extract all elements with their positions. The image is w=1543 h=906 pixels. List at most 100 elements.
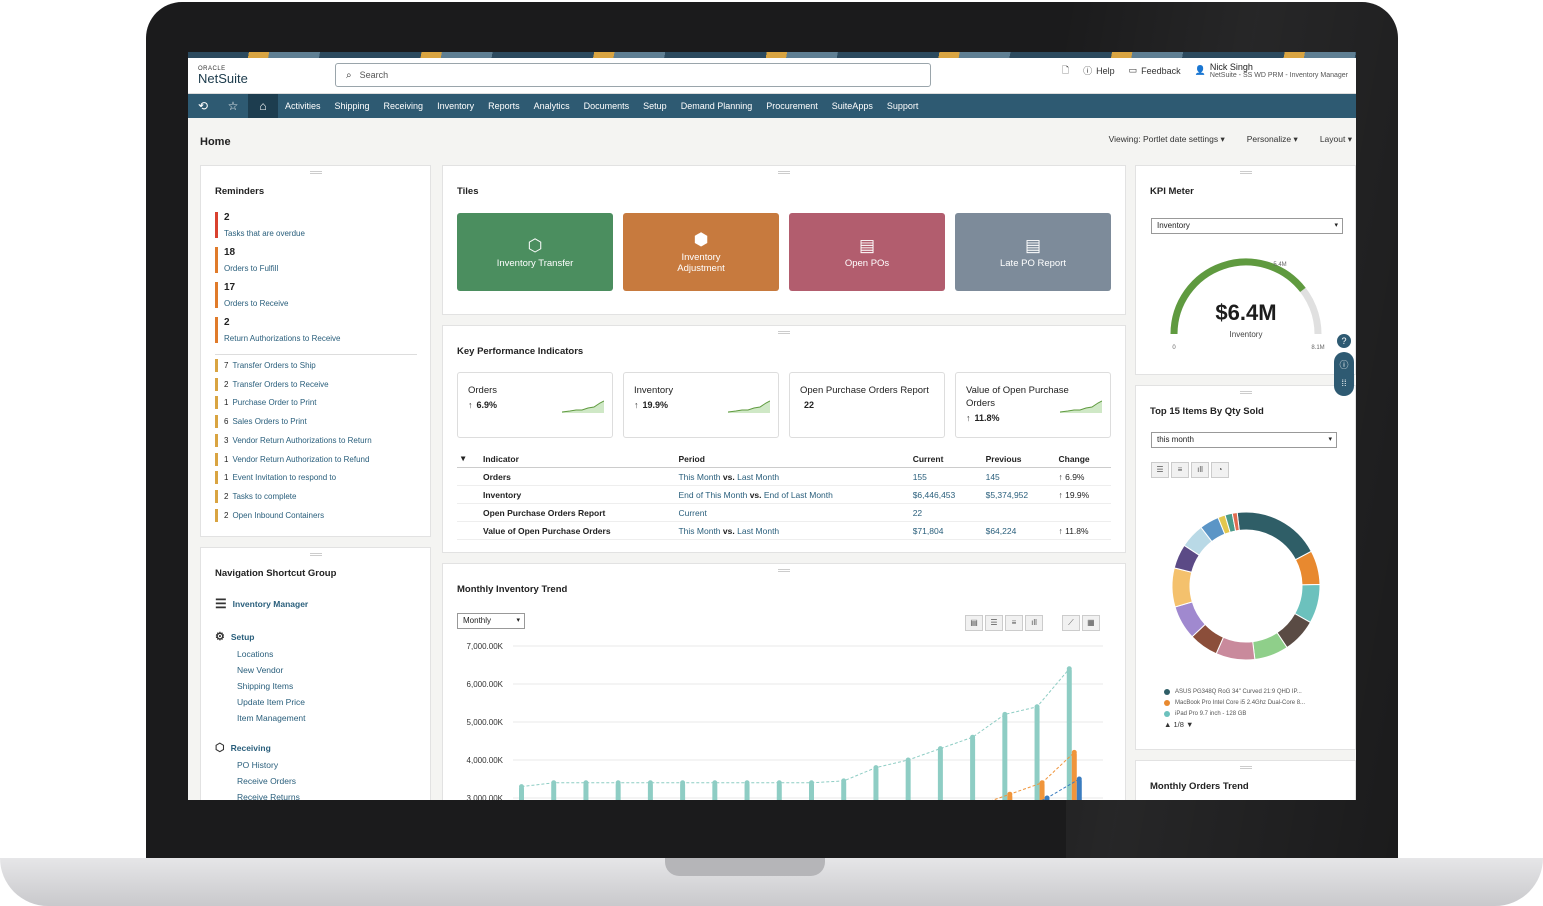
kpi-card[interactable]: Open Purchase Orders Report 22 [789,372,945,438]
nav-setup[interactable]: Setup [643,101,667,111]
reminder-item[interactable]: 18 Orders to Fulfill [215,247,415,273]
kpi-period[interactable]: Current [674,503,909,522]
help-bubble-icon[interactable]: ? [1337,334,1351,348]
kpi-current[interactable]: 155 [908,467,982,486]
reminder-item[interactable]: 2 Open Inbound Containers [215,508,415,522]
home-icon[interactable]: ⌂ [248,94,278,118]
nav-shortcut-link[interactable]: Shipping Items [237,681,294,691]
drag-handle-icon[interactable] [778,569,790,572]
chart-point[interactable] [1066,666,1072,672]
drag-handle-icon[interactable] [778,331,790,334]
legend-item[interactable]: iPad Pro 9.7 inch - 128 GB [1164,708,1344,718]
nav-suiteapps[interactable]: SuiteApps [831,101,873,111]
kpi-previous[interactable]: $5,374,952 [981,485,1055,504]
kpi-current[interactable]: $71,804 [908,521,982,540]
nav-support[interactable]: Support [886,101,919,111]
chart-bar[interactable] [519,786,524,800]
bar-horizontal-icon[interactable]: ☰ [1151,462,1169,478]
chart-bar[interactable] [1066,668,1072,800]
nav-setup-header[interactable]: ⚙ Setup [215,630,306,643]
donut-slice[interactable] [1231,511,1240,532]
reminder-item[interactable]: 1 Vendor Return Authorization to Refund [215,452,415,466]
drag-handle-icon[interactable] [309,171,322,174]
kpi-current[interactable]: $6,446,453 [908,485,982,504]
drag-handle-icon[interactable] [1239,171,1252,174]
tile-inventory-transfer[interactable]: ⬡ Inventory Transfer [457,213,613,291]
nav-shortcut-link[interactable]: New Vendor [237,665,284,675]
top-items-period-select[interactable]: this month ▾ [1151,432,1337,448]
personalize-dropdown[interactable]: Personalize ▾ [1247,134,1298,145]
viewing-dropdown[interactable]: Viewing: Portlet date settings ▾ [1109,134,1225,145]
nav-shortcut-link[interactable]: Locations [237,649,274,659]
nav-reports[interactable]: Reports [488,101,520,111]
chart-bar[interactable] [583,782,589,800]
table-row[interactable]: Value of Open Purchase Orders This Month… [457,521,1111,540]
chart-bar[interactable] [970,737,976,800]
reminder-item[interactable]: 17 Orders to Receive [215,282,415,308]
nav-shortcut-link[interactable]: Receive Orders [237,776,297,786]
nav-shortcut-link[interactable]: Update Item Price [237,697,306,707]
chart-bar[interactable] [776,782,782,800]
chart-bar[interactable] [551,782,557,800]
nav-activities[interactable]: Activities [285,101,321,111]
favorites-star-icon[interactable]: ☆ [227,99,239,113]
tile-late-po-report[interactable]: ▤ Late PO Report [955,213,1111,291]
area-chart-icon[interactable]: ▦ [1081,615,1100,631]
chart-bar[interactable] [1039,782,1045,800]
chart-bar[interactable] [1071,752,1077,800]
reminder-item[interactable]: 6 Sales Orders to Print [215,415,415,429]
kpi-previous[interactable]: $64,224 [981,521,1055,540]
reminder-item[interactable]: 2 Transfer Orders to Receive [215,377,415,391]
chart-bar[interactable] [809,782,814,800]
chart-bar[interactable] [1002,714,1008,800]
reminder-item[interactable]: 3 Vendor Return Authorizations to Return [215,433,415,447]
chart-point[interactable] [1076,776,1082,782]
kpi-period[interactable]: End of This Month vs. End of Last Month [674,485,909,504]
bar-horizontal-stacked-icon[interactable]: ≡ [1005,615,1023,631]
kpi-period[interactable]: This Month vs. Last Month [674,467,909,486]
help-link[interactable]: ⓘ Help [1083,64,1115,77]
reminder-item[interactable]: 2 Tasks that are overdue [215,212,415,238]
column-chart-icon[interactable]: ıll [1191,462,1209,478]
chart-bar[interactable] [744,782,750,800]
chart-bar[interactable] [680,782,686,800]
chart-bar[interactable] [615,782,621,800]
chart-bar[interactable] [1034,706,1040,800]
nav-shortcut-link[interactable]: PO History [237,760,279,770]
drag-handle-icon[interactable] [1239,766,1252,769]
chart-bar[interactable] [647,782,653,800]
nav-shortcut-link[interactable]: Item Management [237,713,306,723]
stacked-bar-icon[interactable]: ▤ [965,615,983,631]
nav-shortcut-link[interactable]: Receive Returns [237,792,300,800]
feedback-link[interactable]: ▭ Feedback [1129,65,1181,76]
kpi-meter-select[interactable]: Inventory ▾ [1151,218,1343,234]
line-chart-icon[interactable]: ⟋ [1061,615,1080,631]
legend-item[interactable]: ASUS PG348Q RoG 34" Curved 21:9 QHD IP..… [1164,686,1344,697]
chart-point[interactable] [776,780,782,786]
chart-point[interactable] [647,780,653,786]
nav-group-header[interactable]: ☰ Inventory Manager [215,596,308,612]
chart-point[interactable] [937,746,943,752]
tool-pill[interactable]: ⓘ ⁞⁞ [1334,352,1354,396]
bar-horizontal-icon[interactable]: ☰ [985,615,1003,631]
column-chart-icon[interactable]: ıll [1025,615,1043,631]
nav-shipping[interactable]: Shipping [334,101,370,111]
chart-bar[interactable] [1076,779,1082,800]
donut-slice[interactable] [1171,567,1193,608]
table-row[interactable]: Inventory End of This Month vs. End of L… [457,485,1111,504]
nav-analytics[interactable]: Analytics [533,101,570,111]
recent-records-icon[interactable]: 🗋 [1061,64,1070,75]
chart-bar[interactable] [873,767,879,800]
drag-handle-icon[interactable] [1239,391,1252,394]
collapse-toggle[interactable]: ▾ [457,450,479,468]
kpi-previous[interactable]: 145 [981,467,1055,486]
kpi-card[interactable]: Inventory ↑ 19.9% [623,372,779,438]
nav-demand-planning[interactable]: Demand Planning [680,101,753,111]
kpi-card[interactable]: Orders ↑ 6.9% [457,372,613,438]
recent-history-icon[interactable]: ⟲ [197,99,209,113]
nav-receiving-header[interactable]: ⬡ Receiving [215,741,300,754]
chart-point[interactable] [712,780,718,786]
bar-horizontal-stacked-icon[interactable]: ≡ [1171,462,1189,478]
reminder-item[interactable]: 1 Purchase Order to Print [215,396,415,410]
period-select[interactable]: Monthly ▾ [457,613,525,629]
